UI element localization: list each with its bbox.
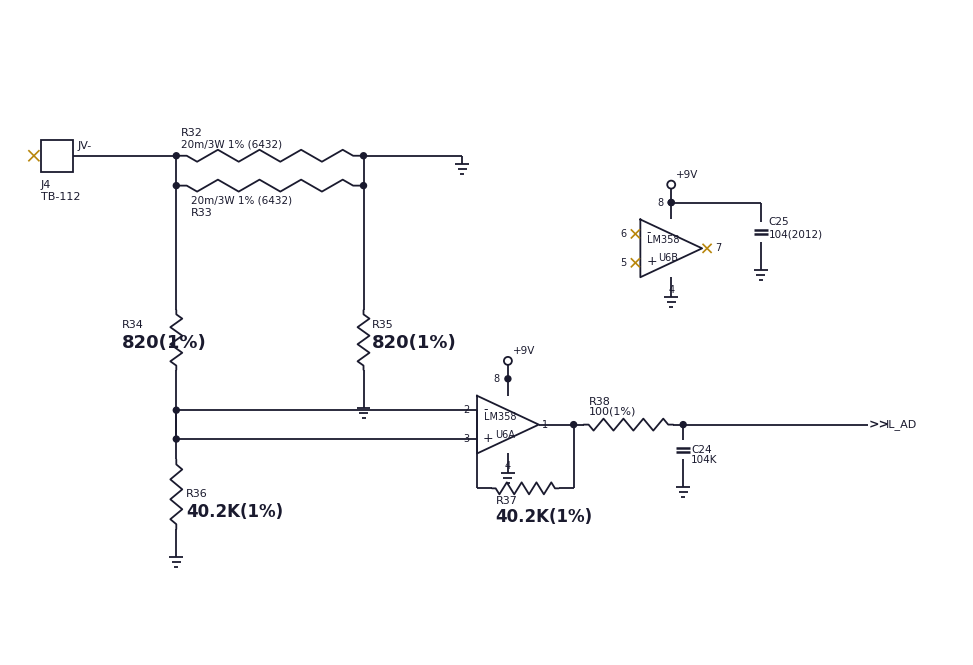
Text: U6A: U6A bbox=[495, 430, 515, 440]
Text: C25: C25 bbox=[769, 217, 789, 227]
Text: C24: C24 bbox=[691, 444, 712, 455]
Text: 8: 8 bbox=[494, 374, 500, 384]
Text: IL_AD: IL_AD bbox=[886, 419, 918, 430]
Text: 40.2K(1%): 40.2K(1%) bbox=[495, 508, 593, 526]
Text: R38: R38 bbox=[589, 397, 610, 407]
Circle shape bbox=[173, 436, 179, 442]
Text: +9V: +9V bbox=[513, 346, 535, 356]
Text: 5: 5 bbox=[620, 258, 627, 268]
Text: >>: >> bbox=[868, 418, 889, 431]
Circle shape bbox=[668, 200, 674, 205]
Text: 104K: 104K bbox=[691, 456, 718, 465]
Text: J4: J4 bbox=[41, 180, 52, 190]
Text: -: - bbox=[483, 403, 487, 416]
Bar bbox=[41, 140, 73, 172]
Text: 20m/3W 1% (6432): 20m/3W 1% (6432) bbox=[181, 140, 282, 150]
Text: 8: 8 bbox=[657, 198, 664, 207]
Text: R35: R35 bbox=[372, 320, 393, 330]
Text: LM358: LM358 bbox=[647, 235, 679, 245]
Text: U6B: U6B bbox=[659, 253, 678, 263]
Text: 6: 6 bbox=[621, 229, 627, 239]
Circle shape bbox=[361, 153, 367, 159]
Text: 820(1%): 820(1%) bbox=[372, 334, 456, 352]
Text: +: + bbox=[646, 255, 657, 268]
Text: LM358: LM358 bbox=[484, 412, 517, 422]
Circle shape bbox=[361, 183, 367, 189]
Circle shape bbox=[570, 422, 577, 428]
Text: -: - bbox=[646, 226, 651, 239]
Text: R36: R36 bbox=[186, 489, 208, 499]
Text: 3: 3 bbox=[463, 434, 469, 444]
Text: 104(2012): 104(2012) bbox=[769, 229, 823, 239]
Circle shape bbox=[173, 407, 179, 413]
Circle shape bbox=[680, 422, 686, 428]
Circle shape bbox=[668, 200, 674, 205]
Circle shape bbox=[173, 183, 179, 189]
Text: 1: 1 bbox=[542, 420, 548, 430]
Text: 4: 4 bbox=[505, 462, 511, 471]
Text: R34: R34 bbox=[122, 320, 143, 330]
Circle shape bbox=[173, 153, 179, 159]
Text: TB-112: TB-112 bbox=[41, 192, 81, 201]
Text: +: + bbox=[483, 432, 493, 445]
Text: R37: R37 bbox=[495, 496, 518, 506]
Text: 40.2K(1%): 40.2K(1%) bbox=[186, 503, 283, 521]
Text: R33: R33 bbox=[192, 207, 213, 217]
Text: 2: 2 bbox=[463, 405, 469, 415]
Text: 820(1%): 820(1%) bbox=[122, 334, 206, 352]
Text: +9V: +9V bbox=[676, 170, 699, 180]
Text: JV-: JV- bbox=[78, 141, 92, 151]
Text: 20m/3W 1% (6432): 20m/3W 1% (6432) bbox=[192, 196, 292, 205]
Text: 7: 7 bbox=[715, 243, 721, 253]
Circle shape bbox=[505, 376, 511, 382]
Text: R32: R32 bbox=[181, 128, 203, 138]
Text: 100(1%): 100(1%) bbox=[589, 406, 636, 417]
Text: 4: 4 bbox=[668, 285, 674, 295]
